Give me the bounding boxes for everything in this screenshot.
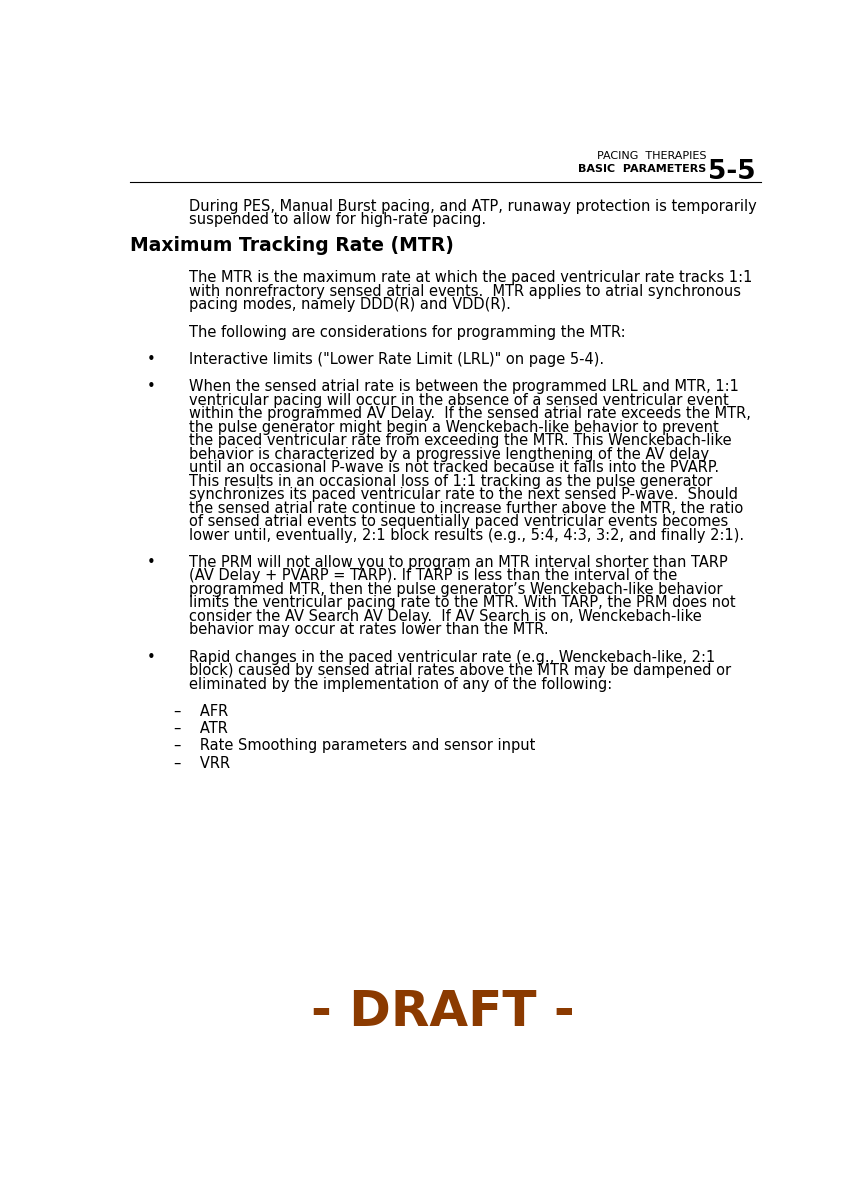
- Text: –    ATR: – ATR: [174, 721, 228, 737]
- Text: Interactive limits ("Lower Rate Limit (LRL)" on page 5-4).: Interactive limits ("Lower Rate Limit (L…: [189, 352, 605, 367]
- Text: Maximum Tracking Rate (MTR): Maximum Tracking Rate (MTR): [130, 235, 454, 254]
- Text: pacing modes, namely DDD(R) and VDD(R).: pacing modes, namely DDD(R) and VDD(R).: [189, 297, 511, 313]
- Text: 5-5: 5-5: [708, 159, 755, 185]
- Text: •: •: [147, 352, 156, 367]
- Text: •: •: [147, 650, 156, 665]
- Text: •: •: [147, 380, 156, 394]
- Text: suspended to allow for high-rate pacing.: suspended to allow for high-rate pacing.: [189, 213, 486, 227]
- Text: the paced ventricular rate from exceeding the MTR. This Wenckebach-like: the paced ventricular rate from exceedin…: [189, 433, 732, 448]
- Text: until an occasional P-wave is not tracked because it falls into the PVARP.: until an occasional P-wave is not tracke…: [189, 460, 720, 475]
- Text: This results in an occasional loss of 1:1 tracking as the pulse generator: This results in an occasional loss of 1:…: [189, 474, 713, 488]
- Text: consider the AV Search AV Delay.  If AV Search is on, Wenckebach-like: consider the AV Search AV Delay. If AV S…: [189, 609, 702, 623]
- Text: During PES, Manual Burst pacing, and ATP, runaway protection is temporarily: During PES, Manual Burst pacing, and ATP…: [189, 198, 757, 214]
- Text: block) caused by sensed atrial rates above the MTR may be dampened or: block) caused by sensed atrial rates abo…: [189, 663, 732, 678]
- Text: The MTR is the maximum rate at which the paced ventricular rate tracks 1:1: The MTR is the maximum rate at which the…: [189, 270, 753, 285]
- Text: The PRM will not allow you to program an MTR interval shorter than TARP: The PRM will not allow you to program an…: [189, 555, 728, 570]
- Text: within the programmed AV Delay.  If the sensed atrial rate exceeds the MTR,: within the programmed AV Delay. If the s…: [189, 406, 752, 421]
- Text: –    Rate Smoothing parameters and sensor input: – Rate Smoothing parameters and sensor i…: [174, 739, 536, 753]
- Text: BASIC  PARAMETERS: BASIC PARAMETERS: [578, 164, 706, 174]
- Text: –    VRR: – VRR: [174, 756, 230, 771]
- Text: eliminated by the implementation of any of the following:: eliminated by the implementation of any …: [189, 677, 613, 691]
- Text: behavior may occur at rates lower than the MTR.: behavior may occur at rates lower than t…: [189, 622, 549, 638]
- Text: behavior is characterized by a progressive lengthening of the AV delay: behavior is characterized by a progressi…: [189, 447, 709, 462]
- Text: of sensed atrial events to sequentially paced ventricular events becomes: of sensed atrial events to sequentially …: [189, 515, 728, 529]
- Text: with nonrefractory sensed atrial events.  MTR applies to atrial synchronous: with nonrefractory sensed atrial events.…: [189, 284, 741, 298]
- Text: –    AFR: – AFR: [174, 703, 228, 719]
- Text: programmed MTR, then the pulse generator’s Wenckebach-like behavior: programmed MTR, then the pulse generator…: [189, 581, 723, 597]
- Text: the pulse generator might begin a Wenckebach-like behavior to prevent: the pulse generator might begin a Wencke…: [189, 420, 719, 435]
- Text: •: •: [147, 555, 156, 570]
- Text: limits the ventricular pacing rate to the MTR. With TARP, the PRM does not: limits the ventricular pacing rate to th…: [189, 596, 736, 610]
- Text: the sensed atrial rate continue to increase further above the MTR, the ratio: the sensed atrial rate continue to incre…: [189, 500, 744, 516]
- Text: lower until, eventually, 2:1 block results (e.g., 5:4, 4:3, 3:2, and finally 2:1: lower until, eventually, 2:1 block resul…: [189, 528, 745, 542]
- Text: PACING  THERAPIES: PACING THERAPIES: [597, 150, 706, 161]
- Text: ventricular pacing will occur in the absence of a sensed ventricular event: ventricular pacing will occur in the abs…: [189, 393, 729, 408]
- Text: (AV Delay + PVARP = TARP). If TARP is less than the interval of the: (AV Delay + PVARP = TARP). If TARP is le…: [189, 568, 677, 584]
- Text: synchronizes its paced ventricular rate to the next sensed P-wave.  Should: synchronizes its paced ventricular rate …: [189, 487, 739, 503]
- Text: The following are considerations for programming the MTR:: The following are considerations for pro…: [189, 325, 626, 339]
- Text: When the sensed atrial rate is between the programmed LRL and MTR, 1:1: When the sensed atrial rate is between t…: [189, 380, 740, 394]
- Text: Rapid changes in the paced ventricular rate (e.g., Wenckebach-like, 2:1: Rapid changes in the paced ventricular r…: [189, 650, 715, 665]
- Text: - DRAFT -: - DRAFT -: [311, 989, 575, 1036]
